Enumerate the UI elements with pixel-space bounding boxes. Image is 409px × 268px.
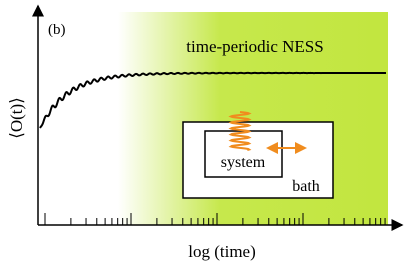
region-label: time-periodic NESS xyxy=(186,37,323,56)
x-label: log (time) xyxy=(188,242,256,261)
observable-curve xyxy=(39,71,387,129)
y-label: ⟨O(t)⟩ xyxy=(7,97,26,139)
x-ticks xyxy=(44,213,386,225)
system-label: system xyxy=(221,154,266,171)
drive-spring xyxy=(228,111,252,151)
panel-label: (b) xyxy=(48,22,66,38)
bath-label: bath xyxy=(292,178,320,195)
